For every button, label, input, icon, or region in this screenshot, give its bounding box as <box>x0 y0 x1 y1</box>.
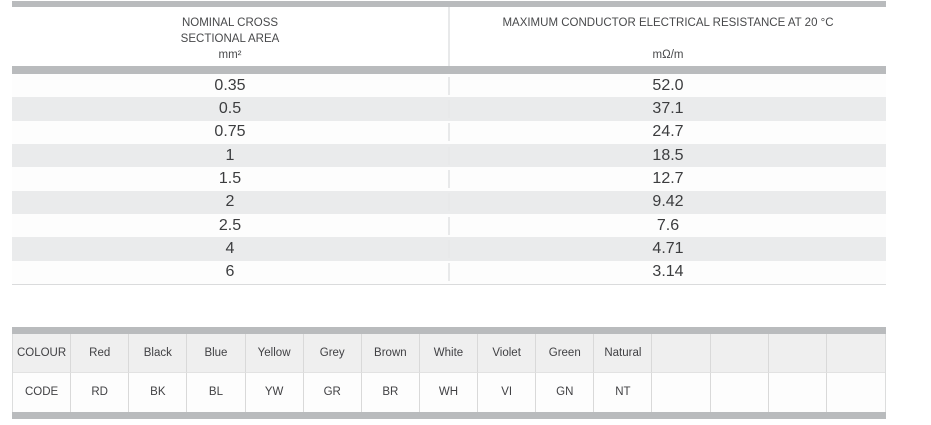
colour-code-grid: COLOUR Red Black Blue Yellow Grey Brown White Vi… <box>12 333 886 412</box>
area-value: 0.75 <box>12 123 450 142</box>
resistance-value: 12.7 <box>652 169 684 187</box>
colour-code-cell: BL <box>187 372 246 412</box>
code-row-label: CODE <box>13 372 72 412</box>
colour-name-cell: Natural <box>594 333 653 373</box>
resistance-header-unit: mΩ/m <box>652 49 684 61</box>
colour-code-cell: YW <box>245 372 304 412</box>
colour-code-cell: GN <box>536 372 595 412</box>
area-value: 6 <box>12 263 450 282</box>
colour-name-cell: Red <box>71 333 130 373</box>
colour-name-cell <box>652 333 711 373</box>
resistance-table-header-divider-bar <box>12 66 886 74</box>
resistance-table-row: 0.5 37.1 <box>12 97 886 121</box>
resistance-table-top-bar <box>12 1 886 7</box>
area-value: 4 <box>12 239 450 258</box>
resistance-value: 52.0 <box>652 76 684 94</box>
area-value: 0.35 <box>12 76 450 95</box>
resistance-table-row: 4 4.71 <box>12 237 886 261</box>
area-value: 2.5 <box>12 216 450 235</box>
resistance-value: 3.14 <box>652 263 684 281</box>
resistance-table-row: 0.35 52.0 <box>12 74 886 98</box>
colour-name-cell: Yellow <box>245 333 304 373</box>
colour-code-cell: GR <box>303 372 362 412</box>
colour-code-cell <box>768 372 827 412</box>
colour-table-top-bar <box>12 326 886 334</box>
colour-code-cell: NT <box>594 372 653 412</box>
colour-name-cell: Violet <box>478 333 537 373</box>
colour-table-bottom-bar <box>12 411 886 419</box>
colour-code-cell: RD <box>71 372 130 412</box>
resistance-table-row: 1 18.5 <box>12 143 886 168</box>
resistance-table-row: 2 9.42 <box>12 190 886 214</box>
area-value: 1 <box>12 146 450 165</box>
area-header-unit: mm² <box>218 49 242 61</box>
colour-name-cell: Grey <box>303 333 362 373</box>
colour-name-cell <box>768 333 827 373</box>
resistance-value: 9.42 <box>652 193 684 211</box>
colour-row-label: COLOUR <box>13 333 72 373</box>
colour-code-cell <box>652 372 711 412</box>
resistance-table-row: 1.5 12.7 <box>12 167 886 191</box>
colour-code-cell: BR <box>361 372 420 412</box>
colour-name-cell <box>710 333 769 373</box>
colour-name-cell: Green <box>536 333 595 373</box>
resistance-header-cell: MAXIMUM CONDUCTOR ELECTRICAL RESISTANCE … <box>450 7 886 66</box>
colour-name-cell: Brown <box>361 333 420 373</box>
resistance-value: 7.6 <box>656 216 680 234</box>
colour-name-cell: Blue <box>187 333 246 373</box>
colour-code-cell <box>826 372 885 412</box>
colour-name-cell <box>826 333 885 373</box>
resistance-table-row: 2.5 7.6 <box>12 213 886 238</box>
colour-name-cell: Black <box>129 333 188 373</box>
resistance-table-header: NOMINAL CROSS SECTIONAL AREA mm² MAXIMUM… <box>12 7 886 66</box>
area-value: 0.5 <box>12 99 450 118</box>
colour-name-cell: White <box>419 333 479 373</box>
colour-code-cell: BK <box>129 372 188 412</box>
resistance-table-row: 0.75 24.7 <box>12 120 886 144</box>
resistance-value: 24.7 <box>652 123 684 141</box>
area-value: 1.5 <box>12 169 450 188</box>
resistance-header-title: MAXIMUM CONDUCTOR ELECTRICAL RESISTANCE … <box>502 17 834 29</box>
area-value: 2 <box>12 193 450 212</box>
area-header-title: NOMINAL CROSS SECTIONAL AREA <box>180 17 280 45</box>
colour-code-cell: WH <box>419 372 479 412</box>
area-header-cell: NOMINAL CROSS SECTIONAL AREA mm² <box>12 7 450 66</box>
resistance-table-body: 0.35 52.0 0.5 37.1 0.75 24.7 1 18.5 1.5 12.7 2 9.42… <box>12 74 886 285</box>
colour-code-table: COLOUR Red Black Blue Yellow Grey Brown White Vi… <box>12 326 886 419</box>
resistance-value: 37.1 <box>652 99 684 117</box>
resistance-value: 18.5 <box>652 146 684 164</box>
colour-code-cell: VI <box>478 372 537 412</box>
resistance-table-row: 6 3.14 <box>12 260 886 285</box>
colour-code-cell <box>710 372 769 412</box>
resistance-table: NOMINAL CROSS SECTIONAL AREA mm² MAXIMUM… <box>12 1 886 285</box>
resistance-value: 4.71 <box>652 239 684 257</box>
tables-wrap: NOMINAL CROSS SECTIONAL AREA mm² MAXIMUM… <box>12 0 886 419</box>
